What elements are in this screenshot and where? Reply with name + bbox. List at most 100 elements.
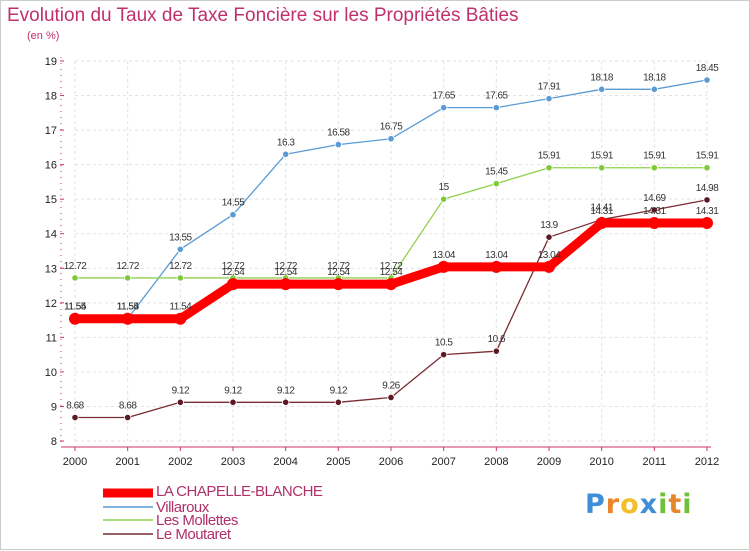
data-label: 13.55: [169, 232, 192, 243]
data-label: 16.75: [380, 122, 403, 133]
data-point: [701, 217, 713, 230]
data-label: 9.12: [224, 385, 242, 396]
data-point: [492, 104, 500, 112]
y-tick-label: 14: [45, 229, 57, 241]
data-label: 17.65: [432, 91, 455, 102]
data-point: [385, 278, 397, 291]
data-point: [334, 141, 342, 149]
data-point: [387, 135, 395, 143]
data-point: [176, 274, 184, 282]
logo-letter: P: [585, 489, 606, 520]
logo-letter: o: [620, 489, 640, 520]
data-point: [492, 347, 500, 355]
data-point: [176, 398, 184, 406]
logo-letter: i: [682, 489, 693, 520]
data-label: 12.54: [222, 267, 245, 278]
x-tick-label: 2012: [695, 456, 719, 468]
data-point: [334, 398, 342, 406]
data-label: 16.58: [327, 128, 350, 139]
data-label: 12.72: [380, 261, 403, 272]
data-label: 12.72: [169, 261, 192, 272]
data-label: 11.54: [169, 302, 192, 313]
y-tick-label: 13: [45, 263, 57, 275]
data-label: 9.12: [330, 385, 348, 396]
x-tick-label: 2000: [63, 456, 87, 468]
data-label: 8.68: [66, 401, 84, 412]
data-label: 12.54: [274, 267, 297, 278]
data-label: 11.55: [117, 302, 140, 313]
data-label: 17.91: [538, 82, 561, 93]
data-label: 14.69: [643, 193, 666, 204]
y-tick-label: 17: [45, 125, 57, 137]
data-point: [440, 195, 448, 203]
data-label: 9.12: [277, 385, 295, 396]
data-label: 15.91: [538, 151, 561, 162]
data-point: [703, 76, 711, 84]
logo-letter: i: [658, 489, 669, 520]
x-tick-label: 2001: [115, 456, 139, 468]
data-point: [543, 260, 555, 273]
data-label: 16.3: [277, 137, 295, 148]
data-point: [648, 217, 661, 230]
x-tick-label: 2005: [326, 456, 350, 468]
data-point: [124, 413, 132, 422]
y-tick-label: 10: [45, 367, 57, 379]
data-point: [703, 196, 711, 204]
data-point: [650, 164, 658, 172]
data-point: [174, 312, 187, 325]
data-label: 18.18: [643, 72, 666, 83]
data-label: 18.45: [696, 63, 719, 74]
data-label: 14.55: [222, 198, 245, 209]
data-point: [545, 95, 553, 103]
data-label: 13.04: [538, 250, 561, 261]
logo-letter: x: [639, 489, 659, 520]
chart-title: Evolution du Taux de Taxe Foncière sur l…: [7, 5, 519, 26]
data-point: [229, 211, 237, 219]
data-label: 14.98: [696, 183, 719, 194]
data-label: 9.12: [172, 385, 190, 396]
data-point: [332, 278, 345, 291]
x-tick-label: 2004: [273, 456, 297, 468]
data-label: 12.72: [274, 261, 297, 272]
legend-label: LA CHAPELLE-BLANCHE: [156, 483, 323, 500]
data-label: 8.68: [119, 401, 137, 412]
x-tick-label: 2007: [431, 456, 455, 468]
legend-label: Les Mollettes: [156, 512, 238, 529]
data-point: [71, 274, 79, 282]
chart-subtitle: (en %): [27, 30, 60, 42]
data-point: [492, 180, 500, 188]
data-point: [650, 206, 658, 214]
data-point: [282, 398, 290, 406]
data-label: 13.9: [540, 220, 558, 231]
data-label: 15.45: [485, 167, 508, 178]
data-point: [650, 85, 658, 93]
x-tick-label: 2010: [589, 456, 613, 468]
data-label: 15.91: [696, 151, 719, 162]
data-label: 14.41: [590, 203, 613, 214]
logo-letter: t: [668, 489, 683, 520]
y-tick-label: 8: [51, 436, 57, 448]
data-label: 10.5: [435, 338, 453, 349]
data-point: [598, 85, 606, 93]
data-point: [440, 351, 448, 359]
data-point: [121, 312, 134, 325]
data-label: 10.6: [488, 334, 506, 345]
x-tick-label: 2006: [379, 456, 403, 468]
data-point: [598, 164, 606, 172]
data-point: [545, 233, 553, 241]
data-point: [279, 278, 292, 291]
data-point: [595, 217, 608, 230]
data-label: 9.26: [382, 380, 400, 391]
data-point: [440, 104, 448, 112]
y-tick-label: 15: [45, 194, 57, 206]
data-point: [124, 274, 132, 282]
y-tick-label: 16: [45, 160, 57, 172]
data-label: 12.72: [222, 261, 245, 272]
x-tick-label: 2008: [484, 456, 508, 468]
y-tick-label: 18: [45, 91, 57, 103]
data-point: [387, 393, 395, 402]
data-label: 17.65: [485, 91, 508, 102]
y-tick-label: 19: [45, 56, 57, 68]
x-tick-label: 2011: [643, 456, 667, 468]
